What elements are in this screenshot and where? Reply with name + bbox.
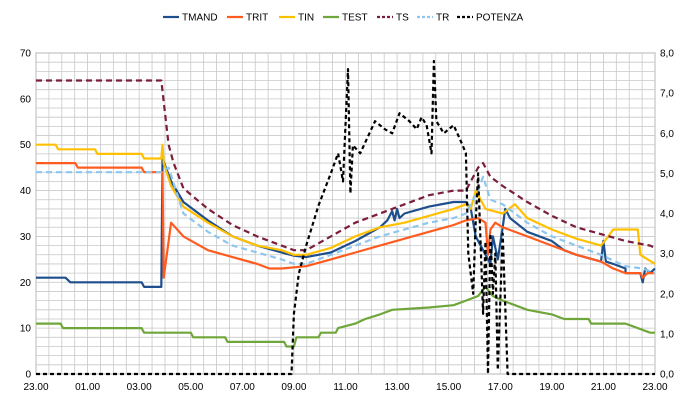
legend-item-potenza: POTENZA bbox=[457, 13, 524, 24]
x-tick-label: 03.00 bbox=[127, 382, 152, 393]
series-line-tin bbox=[36, 143, 656, 265]
series-line-trit bbox=[36, 162, 655, 279]
legend-label: POTENZA bbox=[476, 13, 524, 24]
legend-item-tmand: TMAND bbox=[163, 13, 218, 24]
x-tick-label: 11.00 bbox=[333, 382, 358, 393]
y2-tick-label: 0,0 bbox=[660, 370, 674, 381]
legend-item-tr: TR bbox=[417, 13, 449, 24]
y2-tick-label: 8,0 bbox=[660, 49, 674, 60]
legend-item-tin: TIN bbox=[279, 13, 314, 24]
x-tick-label: 23.00 bbox=[642, 382, 667, 393]
y-tick-label: 60 bbox=[20, 94, 32, 105]
legend-label: TS bbox=[396, 13, 409, 24]
legend-label: TRIT bbox=[246, 13, 268, 24]
grid bbox=[35, 52, 656, 375]
x-tick-label: 09.00 bbox=[281, 382, 306, 393]
y2-tick-label: 6,0 bbox=[660, 129, 674, 140]
x-tick-label: 23.00 bbox=[23, 382, 48, 393]
y2-tick-label: 5,0 bbox=[660, 169, 674, 180]
x-tick-label: 21.00 bbox=[591, 382, 616, 393]
series-line-ts bbox=[36, 79, 656, 252]
series-line-test bbox=[36, 285, 655, 348]
y2-tick-label: 2,0 bbox=[660, 289, 674, 300]
x-tick-label: 05.00 bbox=[178, 382, 203, 393]
x-tick-label: 15.00 bbox=[436, 382, 461, 393]
series-layer bbox=[36, 59, 656, 376]
x-tick-label: 19.00 bbox=[539, 382, 564, 393]
y2-tick-label: 4,0 bbox=[660, 209, 674, 220]
y-tick-label: 0 bbox=[25, 370, 31, 381]
y-tick-label: 30 bbox=[20, 232, 32, 243]
axes: 0 10 20 30 40 50 60 70 0,0 1,0 2,0 3,0 4,0 5,0 6,0 7,0 8… bbox=[20, 49, 674, 394]
legend-item-ts: TS bbox=[377, 13, 409, 24]
legend-item-test: TEST bbox=[323, 13, 368, 24]
series-line-tmand bbox=[36, 157, 656, 288]
legend-label: TR bbox=[436, 13, 449, 24]
y2-tick-label: 1,0 bbox=[660, 329, 674, 340]
y-tick-label: 40 bbox=[20, 186, 32, 197]
y-tick-label: 50 bbox=[20, 140, 32, 151]
legend: TMAND TRIT TIN TEST TS TR POTENZA bbox=[163, 13, 524, 24]
y-tick-label: 10 bbox=[20, 324, 32, 335]
legend-label: TEST bbox=[342, 13, 368, 24]
series-line-tr bbox=[36, 166, 656, 275]
y-tick-label: 20 bbox=[20, 278, 32, 289]
legend-item-trit: TRIT bbox=[227, 13, 268, 24]
x-tick-label: 17.00 bbox=[488, 382, 513, 393]
legend-label: TIN bbox=[298, 13, 314, 24]
x-tick-label: 13.00 bbox=[385, 382, 410, 393]
x-tick-label: 01.00 bbox=[75, 382, 100, 393]
y2-tick-label: 7,0 bbox=[660, 89, 674, 100]
y2-tick-label: 3,0 bbox=[660, 249, 674, 260]
legend-label: TMAND bbox=[182, 13, 218, 24]
x-tick-label: 07.00 bbox=[230, 382, 255, 393]
y-tick-label: 70 bbox=[20, 49, 32, 60]
